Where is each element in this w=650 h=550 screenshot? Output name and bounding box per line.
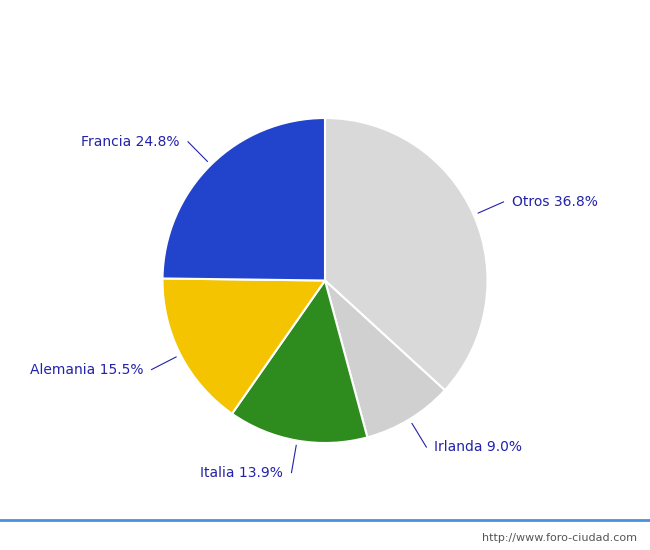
Text: Alemania 15.5%: Alemania 15.5% bbox=[30, 362, 144, 377]
Text: Italia 13.9%: Italia 13.9% bbox=[200, 466, 283, 480]
Wedge shape bbox=[232, 280, 367, 443]
Wedge shape bbox=[325, 280, 445, 437]
Wedge shape bbox=[325, 118, 488, 390]
Text: Irlanda 9.0%: Irlanda 9.0% bbox=[434, 440, 523, 454]
Text: Otros 36.8%: Otros 36.8% bbox=[512, 195, 597, 209]
Text: Torroella de Fluvià - Turistas extranjeros según país - Abril de 2024: Torroella de Fluvià - Turistas extranjer… bbox=[70, 16, 580, 33]
Text: Francia 24.8%: Francia 24.8% bbox=[81, 135, 180, 148]
Wedge shape bbox=[162, 278, 325, 414]
Text: http://www.foro-ciudad.com: http://www.foro-ciudad.com bbox=[482, 533, 637, 543]
Wedge shape bbox=[162, 118, 325, 280]
